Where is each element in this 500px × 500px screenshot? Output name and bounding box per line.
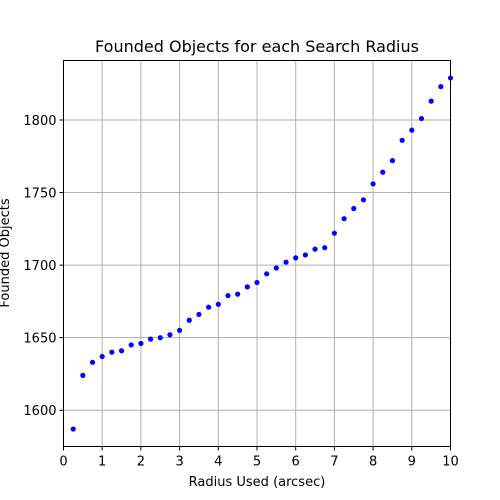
data-point <box>351 205 357 212</box>
data-point <box>244 284 250 290</box>
grid-lines <box>63 60 451 447</box>
x-tick-label: 3 <box>175 455 183 470</box>
chart-title: Founded Objects for each Search Radius <box>95 37 419 56</box>
data-point <box>341 216 347 222</box>
data-point <box>147 336 154 342</box>
x-tick-label: 1 <box>98 455 106 470</box>
y-tick-label: 1750 <box>23 187 56 202</box>
x-tick-label: 10 <box>442 455 459 470</box>
x-tick-label: 4 <box>214 455 222 470</box>
y-tick-label: 1700 <box>23 259 56 274</box>
data-point <box>389 158 396 164</box>
data-points <box>70 75 454 432</box>
data-point <box>167 332 173 338</box>
data-point <box>293 255 299 261</box>
data-point <box>360 197 367 203</box>
data-point <box>177 327 183 334</box>
data-point <box>370 181 376 187</box>
x-tick-label: 0 <box>59 455 67 470</box>
x-tick-label: 6 <box>292 455 300 470</box>
data-point <box>302 252 308 258</box>
data-point <box>331 230 337 236</box>
x-tick-label: 5 <box>253 455 261 470</box>
x-tick-label: 9 <box>408 455 416 470</box>
data-point <box>138 340 144 347</box>
data-point <box>399 137 405 143</box>
data-point <box>273 265 279 271</box>
data-point <box>196 311 202 318</box>
data-point <box>322 245 328 251</box>
x-axis-ticks: 0 1 2 3 4 5 6 7 8 9 10 <box>59 446 459 470</box>
data-point <box>283 259 289 265</box>
data-point <box>380 169 386 175</box>
y-axis-ticks: 1600 1650 1700 1750 1800 <box>23 114 64 419</box>
data-point <box>215 301 221 307</box>
y-tick-label: 1650 <box>23 332 56 347</box>
data-point <box>70 426 76 432</box>
data-point <box>128 342 134 348</box>
data-point <box>206 304 212 310</box>
y-tick-label: 1800 <box>23 114 56 129</box>
data-point <box>80 372 86 378</box>
x-axis-label: Radius Used (arcsec) <box>189 475 326 490</box>
data-point <box>409 127 415 133</box>
data-point <box>118 348 125 354</box>
data-point <box>264 271 270 277</box>
data-point <box>99 353 105 360</box>
data-point <box>428 98 434 104</box>
data-point <box>312 246 318 252</box>
data-point <box>109 349 115 355</box>
data-point <box>225 292 231 299</box>
data-point <box>89 359 96 365</box>
data-point <box>254 279 260 286</box>
data-point <box>438 84 444 90</box>
x-tick-label: 7 <box>330 455 338 470</box>
data-point <box>418 115 425 122</box>
x-tick-label: 8 <box>369 455 377 470</box>
data-point <box>235 291 241 297</box>
data-point <box>157 335 163 341</box>
y-axis-label: Founded Objects <box>0 198 13 307</box>
data-point <box>186 317 192 323</box>
y-tick-label: 1600 <box>23 404 56 419</box>
x-tick-label: 2 <box>137 455 145 470</box>
